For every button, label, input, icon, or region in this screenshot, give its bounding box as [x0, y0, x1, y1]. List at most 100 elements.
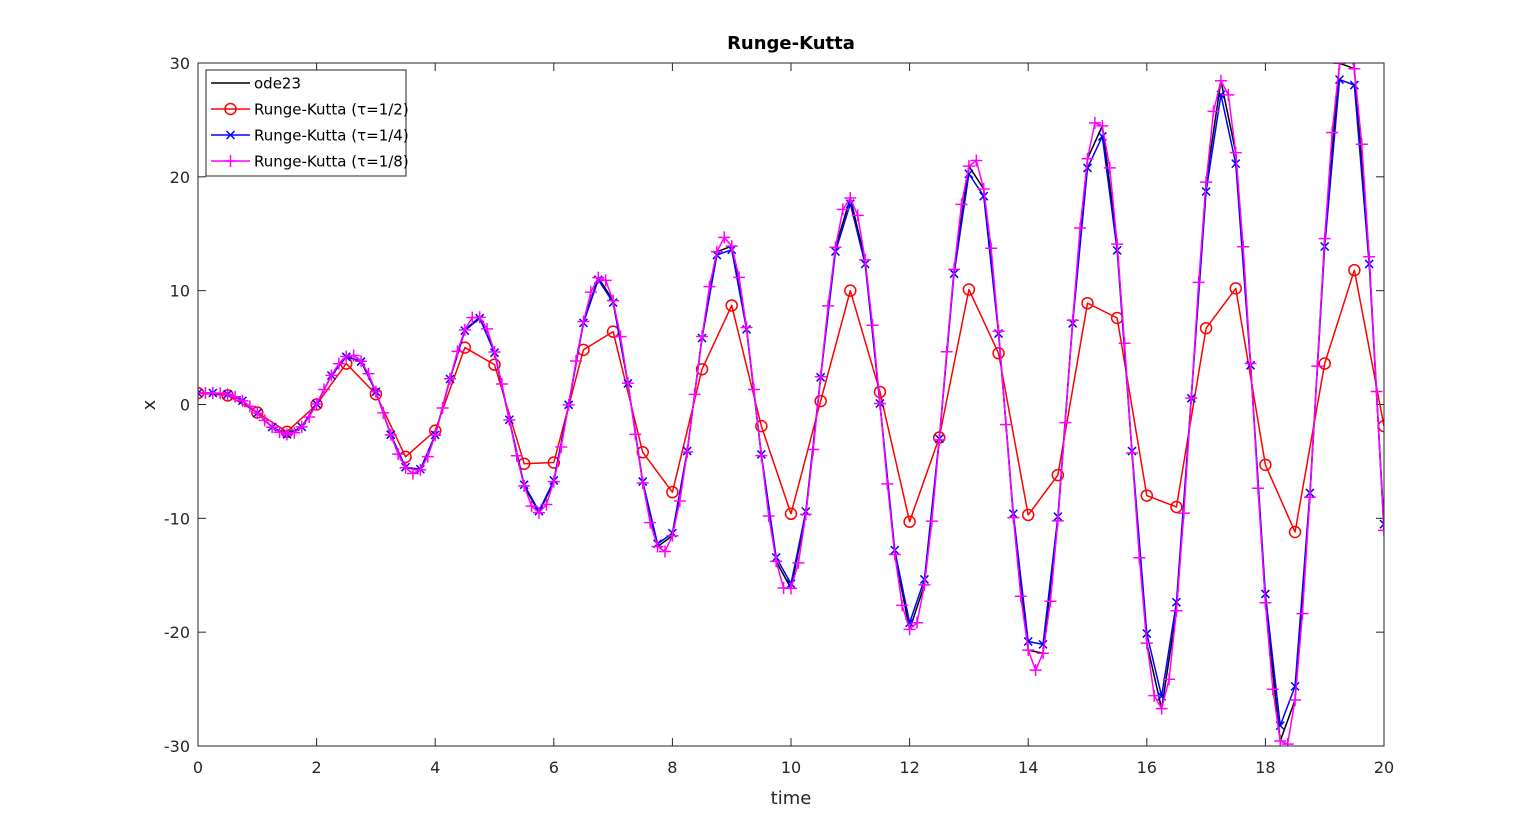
marker: [962, 160, 975, 173]
marker: [762, 510, 775, 523]
marker: [562, 398, 575, 411]
marker: [799, 508, 812, 521]
marker: [1379, 519, 1384, 529]
marker: [1082, 163, 1093, 173]
y-tick-label: 0: [180, 396, 190, 415]
marker: [1044, 595, 1057, 608]
x-tick-label: 18: [1255, 758, 1275, 777]
legend-marker: [224, 102, 237, 116]
marker: [1029, 664, 1042, 677]
marker: [325, 369, 338, 382]
marker: [1140, 637, 1153, 650]
marker: [636, 446, 649, 459]
marker: [1170, 500, 1183, 514]
marker: [488, 346, 501, 359]
marker: [792, 556, 805, 569]
marker: [985, 242, 998, 255]
marker: [295, 420, 308, 433]
marker: [1155, 702, 1168, 715]
marker: [925, 515, 938, 528]
marker: [1007, 511, 1020, 524]
marker: [1290, 681, 1300, 691]
marker: [399, 461, 412, 474]
marker: [873, 397, 886, 410]
legend: ode23 Runge-Kutta (τ=1/2) Runge-Kutta (τ=1…: [205, 69, 409, 177]
marker: [651, 540, 664, 553]
marker: [1355, 138, 1368, 151]
marker: [755, 419, 768, 433]
plot-lines: [198, 63, 1384, 746]
marker: [1118, 337, 1131, 350]
marker: [681, 445, 694, 458]
x-tick-label: 20: [1374, 758, 1394, 777]
marker: [1281, 738, 1294, 746]
marker: [421, 450, 434, 463]
marker: [903, 623, 916, 636]
marker: [1059, 416, 1072, 429]
marker: [1081, 152, 1094, 165]
marker: [614, 330, 627, 343]
marker: [369, 385, 382, 398]
x-tick-label: 10: [781, 758, 801, 777]
marker: [770, 555, 783, 568]
marker: [933, 433, 946, 446]
marker: [896, 599, 909, 612]
marker: [948, 263, 961, 276]
x-tick-label: 12: [899, 758, 919, 777]
marker: [280, 428, 293, 441]
marker: [451, 345, 464, 358]
y-tick-label: -30: [164, 737, 190, 756]
marker: [607, 294, 620, 307]
x-axis-label: time: [771, 788, 812, 809]
marker: [347, 349, 360, 362]
marker: [355, 355, 368, 368]
marker: [1251, 482, 1264, 495]
marker: [644, 516, 657, 529]
marker: [473, 311, 486, 324]
marker: [1133, 551, 1146, 564]
marker: [1370, 385, 1383, 398]
chart-title: Runge-Kutta: [727, 33, 855, 54]
marker: [1074, 221, 1087, 234]
marker: [992, 347, 1005, 360]
marker: [1229, 146, 1242, 159]
marker: [725, 240, 738, 253]
marker: [532, 506, 545, 519]
marker: [888, 548, 901, 561]
marker: [1296, 607, 1309, 620]
marker: [725, 299, 738, 312]
marker: [1266, 683, 1279, 696]
marker: [903, 515, 916, 528]
marker: [229, 390, 242, 403]
marker: [807, 443, 820, 456]
marker: [829, 241, 842, 254]
marker: [510, 449, 523, 462]
marker: [1103, 161, 1116, 174]
x-tick-label: 0: [193, 758, 203, 777]
marker: [911, 616, 924, 629]
legend-label: Runge-Kutta (τ=1/2): [254, 101, 409, 119]
marker: [1378, 524, 1384, 537]
marker: [1185, 392, 1198, 405]
marker: [592, 271, 605, 284]
axes-box: [197, 62, 1385, 747]
marker: [844, 284, 857, 297]
marker: [977, 183, 990, 196]
marker: [1222, 88, 1235, 101]
marker: [1037, 647, 1050, 660]
legend-label: ode23: [254, 75, 301, 93]
marker: [940, 345, 953, 358]
marker: [844, 192, 857, 205]
marker: [1200, 176, 1213, 189]
y-tick-label: -20: [164, 623, 190, 642]
marker: [1326, 126, 1339, 139]
marker: [1231, 159, 1241, 169]
marker: [747, 383, 760, 396]
marker: [1051, 468, 1065, 482]
marker: [288, 426, 301, 439]
marker: [414, 463, 427, 476]
marker: [784, 507, 798, 521]
marker: [384, 428, 397, 441]
marker: [1051, 514, 1064, 527]
x-tick-label: 8: [667, 758, 677, 777]
